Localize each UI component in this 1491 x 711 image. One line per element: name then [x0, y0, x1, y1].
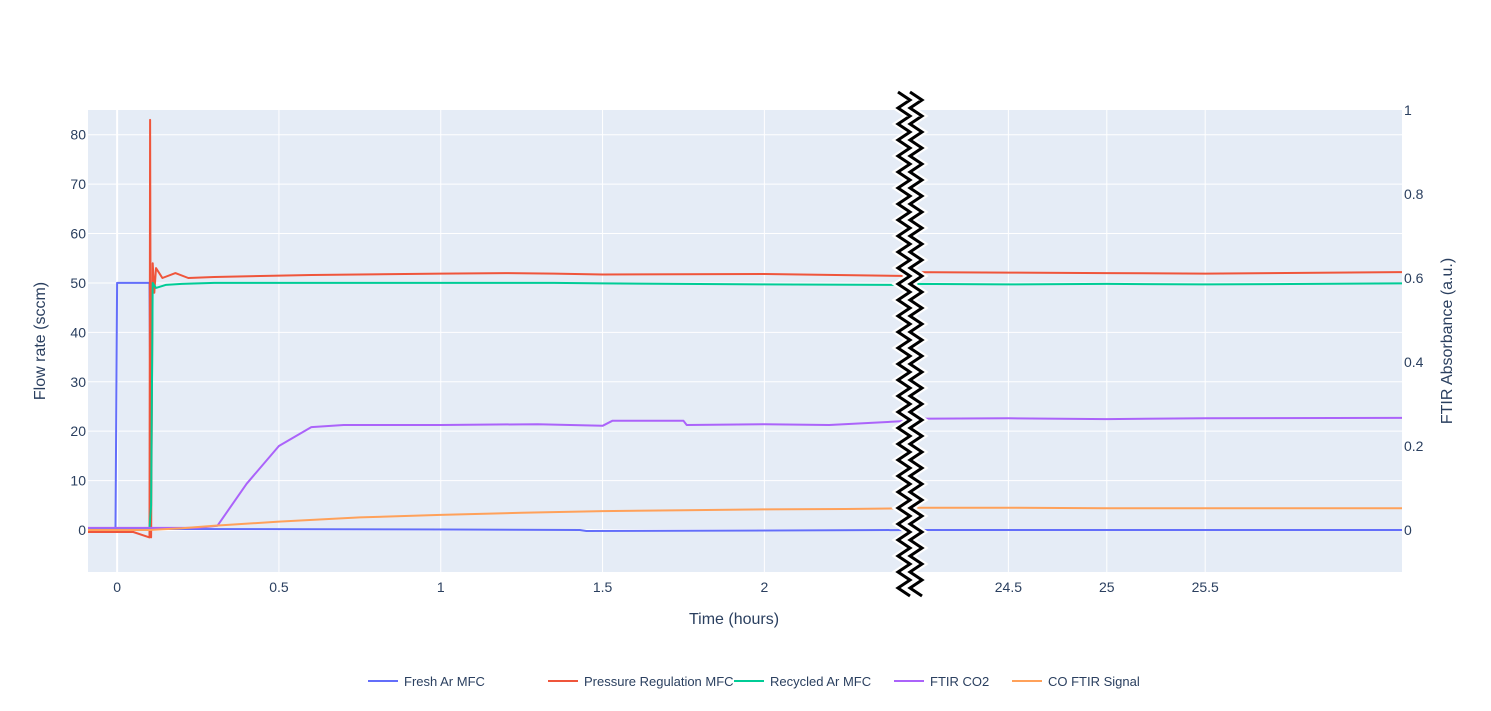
legend-item-recycled-ar-mfc[interactable]: Recycled Ar MFC [734, 674, 871, 689]
legend-label: Fresh Ar MFC [404, 674, 485, 689]
y-axis-ticks: 0 10 20 30 40 50 60 70 80 [70, 127, 86, 538]
legend-label: CO FTIR Signal [1048, 674, 1140, 689]
plot-background [88, 110, 1402, 572]
legend-item-co-ftir-signal[interactable]: CO FTIR Signal [1012, 674, 1140, 689]
y-tick-label: 10 [70, 473, 86, 489]
legend-label: Recycled Ar MFC [770, 674, 871, 689]
y2-tick-label: 1 [1404, 102, 1412, 118]
legend-label: Pressure Regulation MFC [584, 674, 734, 689]
x-tick-label: 24.5 [995, 579, 1022, 595]
x-axis-title: Time (hours) [689, 611, 779, 628]
y-tick-label: 0 [78, 522, 86, 538]
y2-tick-label: 0 [1404, 522, 1412, 538]
y2-tick-label: 0.4 [1404, 354, 1424, 370]
y2-axis-ticks: 0 0.2 0.4 0.6 0.8 1 [1404, 102, 1424, 538]
y2-tick-label: 0.6 [1404, 270, 1424, 286]
y-tick-label: 60 [70, 226, 86, 242]
series-lines [88, 118, 1403, 539]
y-tick-label: 40 [70, 324, 86, 340]
x-tick-label: 2 [760, 579, 768, 595]
y-tick-label: 70 [70, 176, 86, 192]
x-tick-label: 25 [1099, 579, 1115, 595]
legend: Fresh Ar MFC Pressure Regulation MFC Recyc… [368, 674, 1140, 689]
axis-break-gap [891, 86, 929, 602]
x-tick-label: 0 [113, 579, 121, 595]
legend-item-pressure-regulation-mfc[interactable]: Pressure Regulation MFC [548, 674, 734, 689]
series-line-recycled-ar-mfc [88, 281, 1403, 530]
y-tick-label: 30 [70, 374, 86, 390]
x-tick-label: 1.5 [593, 579, 613, 595]
series-line-fresh-ar-mfc [88, 281, 1402, 532]
series-line-co-ftir-signal [88, 506, 1402, 531]
x-tick-label: 1 [437, 579, 445, 595]
y-tick-label: 50 [70, 275, 86, 291]
y-axis-title: Flow rate (sccm) [32, 282, 49, 400]
y2-axis-title: FTIR Absorbance (a.u.) [1439, 258, 1456, 424]
y-tick-label: 20 [70, 423, 86, 439]
x-tick-label: 25.5 [1192, 579, 1219, 595]
x-tick-label: 0.5 [269, 579, 289, 595]
y-tick-label: 80 [70, 127, 86, 143]
axis-break-marker [891, 86, 929, 602]
legend-item-fresh-ar-mfc[interactable]: Fresh Ar MFC [368, 674, 485, 689]
axis-break-line-right [907, 90, 925, 598]
y2-tick-label: 0.2 [1404, 438, 1424, 454]
legend-item-ftir-co2[interactable]: FTIR CO2 [894, 674, 989, 689]
legend-label: FTIR CO2 [930, 674, 989, 689]
y2-tick-label: 0.8 [1404, 186, 1424, 202]
x-axis-ticks: 0 0.5 1 1.5 2 24.5 25 25.5 [113, 579, 1219, 595]
series-line-ftir-co2 [88, 416, 1403, 529]
axis-break-line-left [895, 90, 913, 598]
